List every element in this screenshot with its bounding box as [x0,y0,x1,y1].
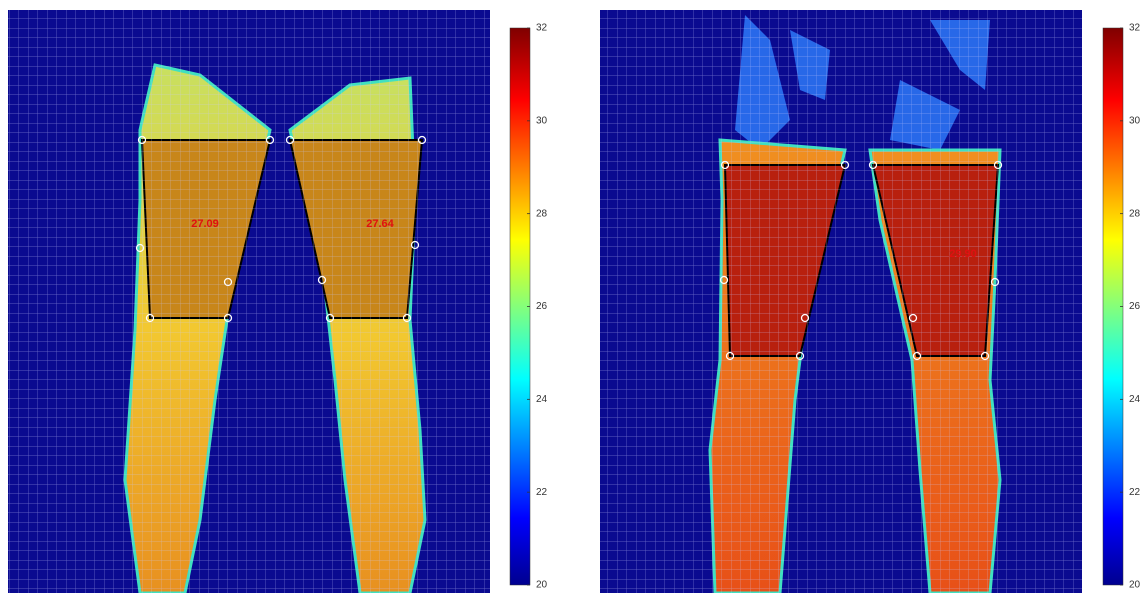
tick-label: 28 [536,208,548,219]
tick-label: 28 [1129,208,1141,219]
thermal-figure: 27.09 27.64 20222426283032 29.90 2022242… [0,0,1143,593]
tick-label: 26 [536,301,548,312]
thermal-panel-2: 29.90 20 22 24 26 28 30 32 [600,10,1141,593]
tick-label: 20 [536,580,548,591]
roi-label: 29.90 [949,248,977,260]
tick-label: 24 [536,394,548,405]
tick-label: 20 [1129,580,1141,591]
tick-label: 22 [1129,487,1141,498]
thermal-panel-1: 27.09 27.64 20 22 24 26 28 30 32 [8,10,548,593]
roi-label: 27.64 [366,218,394,230]
tick-label: 32 [536,23,548,34]
roi-label: 27.09 [191,218,219,230]
tick-label: 22 [536,487,548,498]
tick-label: 24 [1129,394,1141,405]
tick-label: 30 [1129,115,1141,126]
tick-label: 32 [1129,23,1141,34]
tick-label: 26 [1129,301,1141,312]
tick-label: 30 [536,115,548,126]
grid [600,10,1082,593]
grid [8,10,490,593]
